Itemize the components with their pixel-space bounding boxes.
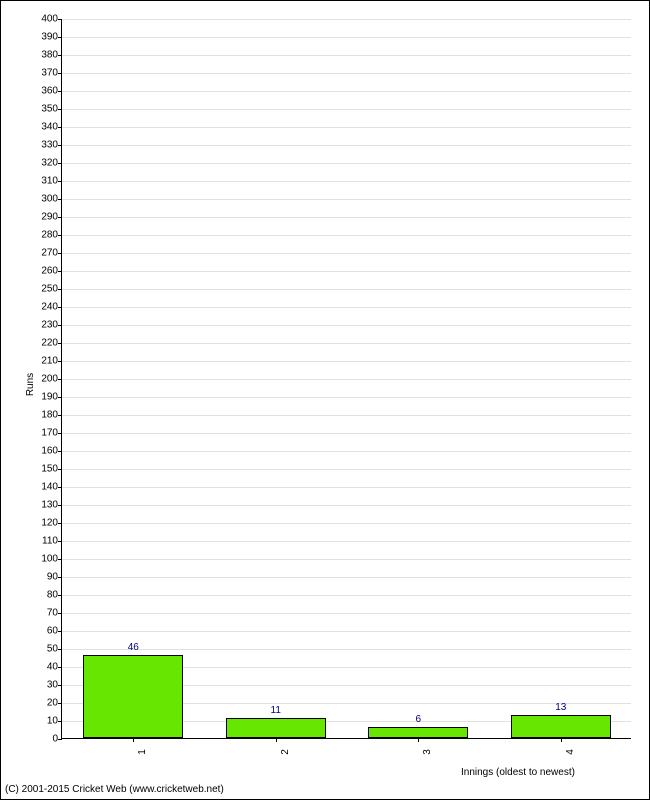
gridline (62, 469, 631, 470)
gridline (62, 577, 631, 578)
ytick-label: 290 (41, 212, 62, 223)
xtick-label: 4 (561, 749, 576, 755)
ytick-label: 380 (41, 50, 62, 61)
xtick-mark (561, 738, 562, 742)
ytick-label: 120 (41, 518, 62, 529)
bar-value-label: 13 (555, 702, 566, 713)
gridline (62, 199, 631, 200)
ytick-label: 250 (41, 284, 62, 295)
ytick-label: 150 (41, 464, 62, 475)
ytick-label: 240 (41, 302, 62, 313)
ytick-label: 170 (41, 428, 62, 439)
gridline (62, 109, 631, 110)
gridline (62, 397, 631, 398)
bar-value-label: 6 (415, 714, 421, 725)
ytick-label: 90 (47, 572, 62, 583)
bar (226, 718, 326, 738)
gridline (62, 433, 631, 434)
ytick-label: 100 (41, 554, 62, 565)
gridline (62, 631, 631, 632)
ytick-label: 0 (52, 734, 62, 745)
ytick-label: 50 (47, 644, 62, 655)
copyright-text: (C) 2001-2015 Cricket Web (www.cricketwe… (5, 784, 224, 795)
gridline (62, 55, 631, 56)
ytick-label: 280 (41, 230, 62, 241)
ytick-label: 10 (47, 716, 62, 727)
gridline (62, 487, 631, 488)
gridline (62, 613, 631, 614)
gridline (62, 559, 631, 560)
ytick-label: 40 (47, 662, 62, 673)
ytick-label: 70 (47, 608, 62, 619)
ytick-label: 300 (41, 194, 62, 205)
xtick-label: 2 (276, 749, 291, 755)
gridline (62, 595, 631, 596)
gridline (62, 271, 631, 272)
xtick-label: 1 (133, 749, 148, 755)
gridline (62, 325, 631, 326)
ytick-label: 20 (47, 698, 62, 709)
bar (511, 715, 611, 738)
gridline (62, 37, 631, 38)
ytick-label: 310 (41, 176, 62, 187)
ytick-label: 220 (41, 338, 62, 349)
ytick-label: 320 (41, 158, 62, 169)
gridline (62, 379, 631, 380)
ytick-label: 390 (41, 32, 62, 43)
xtick-mark (418, 738, 419, 742)
ytick-label: 60 (47, 626, 62, 637)
gridline (62, 541, 631, 542)
ytick-label: 340 (41, 122, 62, 133)
gridline (62, 19, 631, 20)
gridline (62, 451, 631, 452)
ytick-label: 140 (41, 482, 62, 493)
ytick-label: 330 (41, 140, 62, 151)
ytick-label: 130 (41, 500, 62, 511)
ytick-label: 30 (47, 680, 62, 691)
gridline (62, 523, 631, 524)
plot-area: 0102030405060708090100110120130140150160… (61, 19, 631, 739)
gridline (62, 145, 631, 146)
ytick-label: 350 (41, 104, 62, 115)
gridline (62, 253, 631, 254)
ytick-label: 180 (41, 410, 62, 421)
gridline (62, 343, 631, 344)
bar-value-label: 46 (128, 642, 139, 653)
xtick-mark (276, 738, 277, 742)
ytick-label: 360 (41, 86, 62, 97)
gridline (62, 163, 631, 164)
xtick-mark (133, 738, 134, 742)
ytick-label: 200 (41, 374, 62, 385)
bar (368, 727, 468, 738)
ytick-label: 270 (41, 248, 62, 259)
x-axis-label: Innings (oldest to newest) (461, 767, 575, 778)
gridline (62, 289, 631, 290)
gridline (62, 649, 631, 650)
ytick-label: 190 (41, 392, 62, 403)
gridline (62, 217, 631, 218)
gridline (62, 505, 631, 506)
gridline (62, 73, 631, 74)
ytick-label: 400 (41, 14, 62, 25)
bar (83, 655, 183, 738)
y-axis-label: Runs (25, 373, 36, 396)
ytick-label: 110 (42, 536, 62, 547)
gridline (62, 307, 631, 308)
ytick-label: 160 (41, 446, 62, 457)
gridline (62, 127, 631, 128)
ytick-label: 230 (41, 320, 62, 331)
xtick-label: 3 (418, 749, 433, 755)
ytick-label: 210 (41, 356, 62, 367)
gridline (62, 181, 631, 182)
gridline (62, 415, 631, 416)
gridline (62, 91, 631, 92)
bar-value-label: 11 (271, 705, 281, 716)
ytick-label: 370 (41, 68, 62, 79)
ytick-label: 80 (47, 590, 62, 601)
ytick-label: 260 (41, 266, 62, 277)
gridline (62, 235, 631, 236)
chart-frame: 0 10 20 30 40 50 60 70 80 90 100 110 120 130 140 150 160… (0, 0, 650, 800)
gridline (62, 361, 631, 362)
